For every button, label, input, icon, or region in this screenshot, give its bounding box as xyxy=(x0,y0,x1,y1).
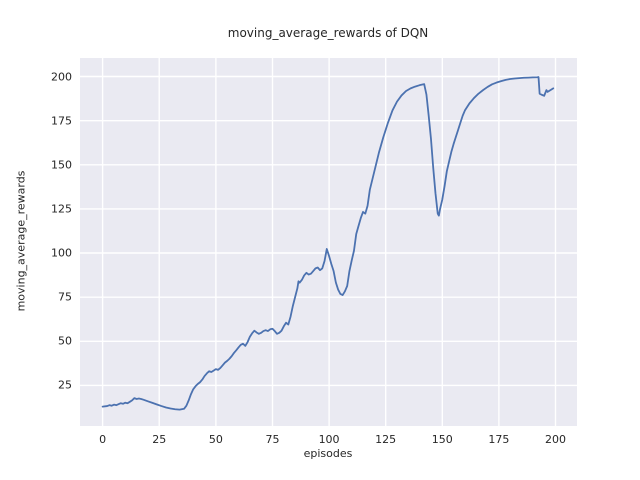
x-tick-label: 125 xyxy=(375,433,397,446)
plot-area xyxy=(80,58,577,426)
x-tick-label: 25 xyxy=(152,433,167,446)
x-tick-label: 75 xyxy=(265,433,280,446)
x-tick-label: 200 xyxy=(544,433,566,446)
y-tick-label: 175 xyxy=(51,114,72,128)
y-tick-label: 125 xyxy=(51,202,72,216)
x-tick-label: 100 xyxy=(318,433,340,446)
x-tick-label: 50 xyxy=(208,433,223,446)
y-axis-label: moving_average_rewards xyxy=(14,170,28,312)
x-axis-label: episodes xyxy=(303,447,353,460)
y-tick-label: 150 xyxy=(51,158,72,172)
chart-title: moving_average_rewards of DQN xyxy=(227,26,429,40)
line-chart-canvas xyxy=(80,58,577,426)
x-tick-label: 175 xyxy=(488,433,510,446)
y-tick-label: 25 xyxy=(58,378,72,392)
y-tick-label: 200 xyxy=(51,70,72,84)
y-tick-label: 75 xyxy=(58,290,72,304)
x-tick-label: 0 xyxy=(99,433,107,446)
y-tick-label: 100 xyxy=(51,246,72,260)
y-tick-label: 50 xyxy=(58,334,72,348)
x-tick-label: 150 xyxy=(431,433,453,446)
